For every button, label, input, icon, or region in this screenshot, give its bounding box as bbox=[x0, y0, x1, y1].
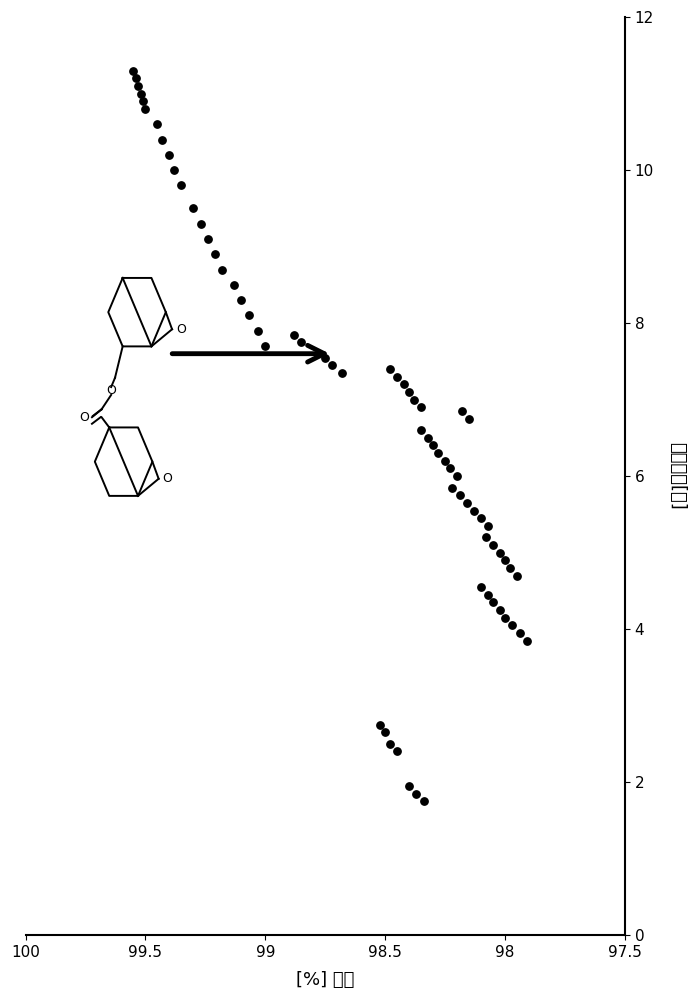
Point bbox=[137, 93, 148, 109]
Point bbox=[488, 594, 499, 610]
Point bbox=[454, 487, 465, 503]
Point bbox=[483, 518, 494, 534]
Point bbox=[209, 246, 220, 262]
Point bbox=[385, 361, 396, 377]
Point bbox=[164, 147, 175, 163]
Point bbox=[169, 162, 180, 178]
Point bbox=[464, 411, 475, 427]
Point bbox=[135, 86, 146, 102]
Point bbox=[415, 422, 427, 438]
Point bbox=[408, 392, 420, 408]
Point bbox=[507, 617, 518, 633]
Point bbox=[392, 743, 403, 759]
Point bbox=[495, 602, 506, 618]
Point bbox=[202, 231, 213, 247]
Point bbox=[488, 537, 499, 553]
Point bbox=[447, 480, 458, 496]
Point bbox=[128, 63, 139, 79]
Point bbox=[130, 70, 141, 86]
Point bbox=[415, 399, 427, 415]
X-axis label: [%] 纯度: [%] 纯度 bbox=[296, 971, 355, 989]
Point bbox=[187, 200, 199, 216]
Point bbox=[440, 453, 451, 469]
Point bbox=[514, 625, 525, 641]
Point bbox=[475, 579, 487, 595]
Point bbox=[483, 587, 494, 603]
Point bbox=[385, 736, 396, 752]
Point bbox=[428, 437, 439, 453]
Point bbox=[512, 568, 523, 584]
Point bbox=[452, 468, 463, 484]
Point bbox=[411, 786, 422, 802]
Point bbox=[445, 460, 456, 476]
Point bbox=[176, 177, 187, 193]
Point bbox=[229, 277, 240, 293]
Point bbox=[404, 778, 415, 794]
Point bbox=[418, 793, 429, 809]
Point bbox=[505, 560, 516, 576]
Point bbox=[404, 384, 415, 400]
Point bbox=[475, 510, 487, 526]
Point bbox=[289, 327, 300, 343]
Point bbox=[132, 78, 144, 94]
Point bbox=[252, 323, 263, 339]
Point bbox=[375, 717, 386, 733]
Point bbox=[157, 132, 168, 148]
Point bbox=[260, 338, 271, 354]
Point bbox=[217, 262, 228, 278]
Point bbox=[320, 350, 331, 366]
Point bbox=[457, 403, 468, 419]
Point bbox=[495, 545, 506, 561]
Point bbox=[480, 529, 491, 545]
Point bbox=[500, 552, 511, 568]
Y-axis label: 反应时间[周]: 反应时间[周] bbox=[668, 442, 686, 510]
Point bbox=[236, 292, 247, 308]
Point bbox=[521, 633, 533, 649]
Point bbox=[152, 116, 163, 132]
Point bbox=[468, 503, 480, 519]
Point bbox=[337, 365, 348, 381]
Point bbox=[195, 216, 206, 232]
Point bbox=[327, 357, 338, 373]
Point bbox=[243, 307, 254, 323]
Point bbox=[399, 376, 410, 392]
Point bbox=[296, 334, 307, 350]
Point bbox=[423, 430, 434, 446]
Point bbox=[140, 101, 151, 117]
Point bbox=[380, 724, 391, 740]
Point bbox=[432, 445, 443, 461]
Point bbox=[392, 369, 403, 385]
Point bbox=[500, 610, 511, 626]
Point bbox=[461, 495, 473, 511]
